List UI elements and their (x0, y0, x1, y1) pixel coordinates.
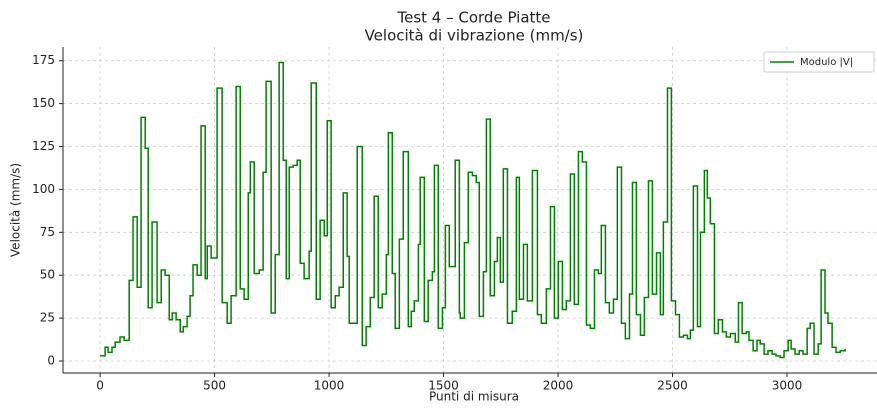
y-tick-label: 100 (32, 182, 55, 196)
legend: Modulo |V| (763, 51, 875, 73)
x-tick-label: 1500 (428, 379, 459, 393)
y-tick-label: 150 (32, 96, 55, 110)
x-tick-label: 1000 (314, 379, 345, 393)
x-tick-label: 3000 (772, 379, 803, 393)
y-tick-label: 0 (47, 353, 55, 367)
y-tick-label: 75 (40, 225, 55, 239)
chart-title: Test 4 – Corde Piatte (396, 9, 550, 27)
legend-box (763, 51, 875, 73)
y-tick-label: 50 (40, 268, 55, 282)
y-tick-label: 175 (32, 53, 55, 67)
x-axis-label: Punti di misura (429, 390, 519, 404)
x-tick-label: 500 (203, 379, 226, 393)
y-tick-label: 125 (32, 139, 55, 153)
x-tick-label: 2000 (543, 379, 574, 393)
y-axis-label: Velocità (mm/s) (9, 163, 23, 257)
chart-subtitle: Velocità di vibrazione (mm/s) (365, 27, 584, 45)
data-line (100, 61, 846, 359)
legend-label: Modulo |V| (800, 57, 853, 68)
x-tick-label: 2500 (657, 379, 688, 393)
y-tick-label: 25 (40, 311, 55, 325)
x-tick-label: 0 (96, 379, 104, 393)
